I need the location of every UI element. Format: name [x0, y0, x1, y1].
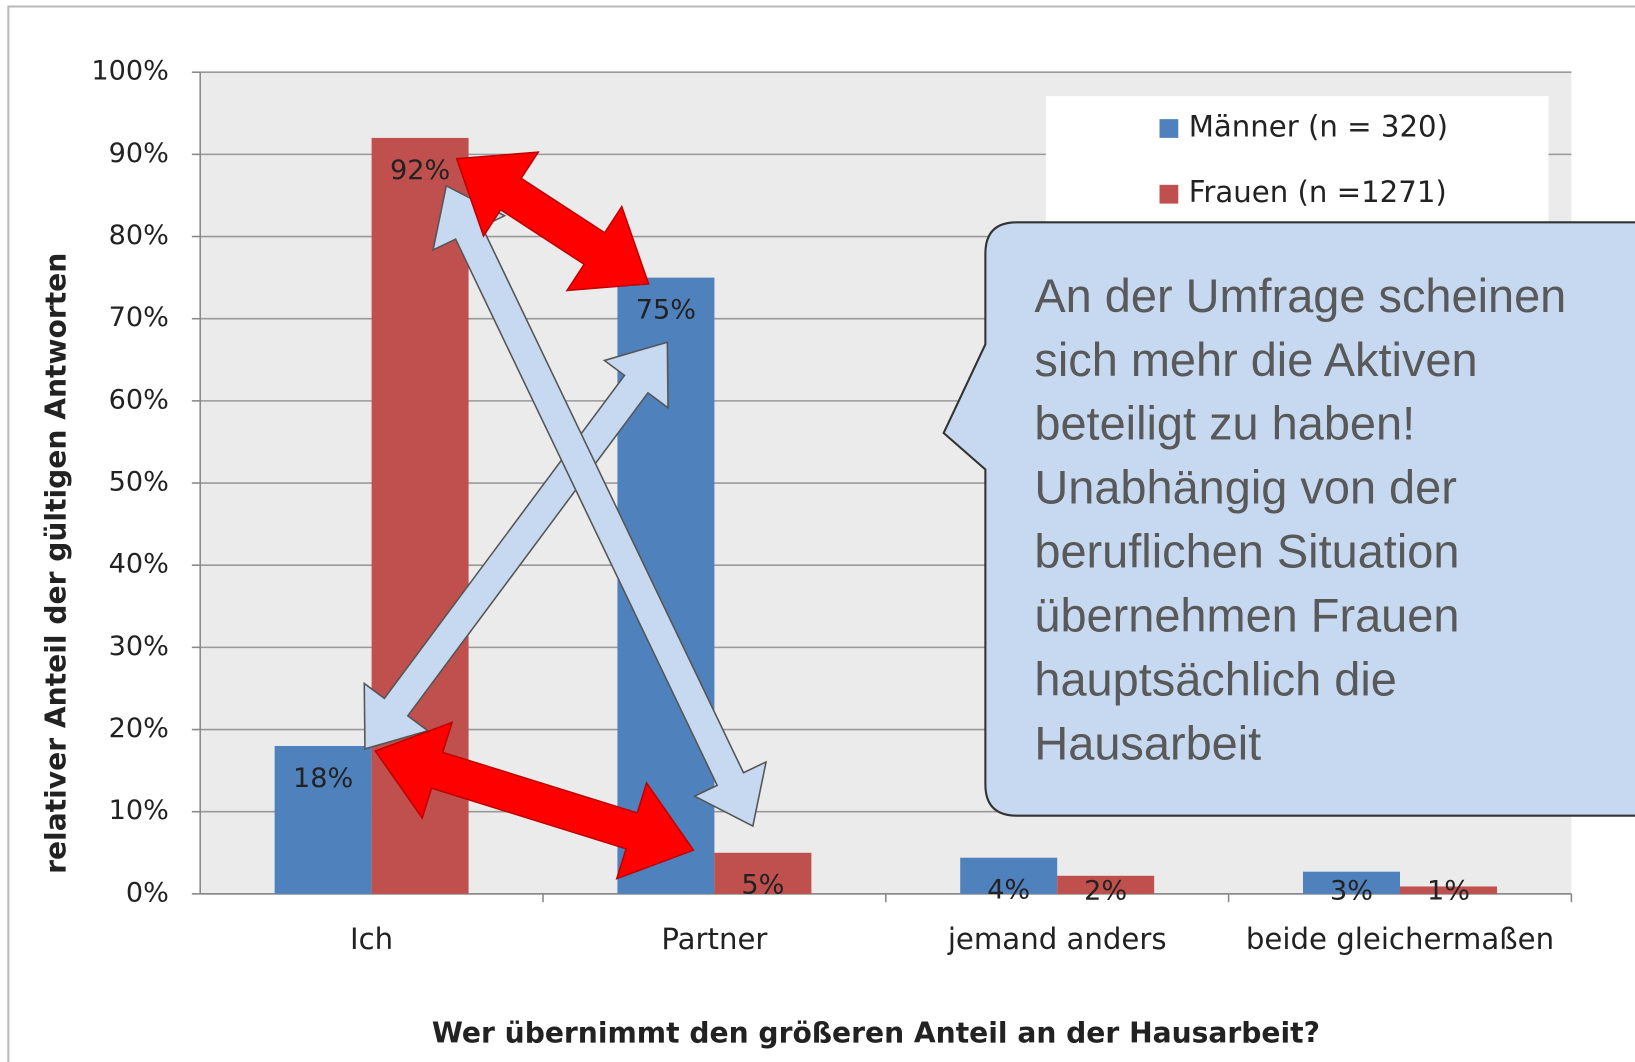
annotation-line: beruflichen Situation	[1034, 526, 1459, 578]
annotation-line: übernehmen Frauen	[1034, 590, 1459, 642]
annotation-line: An der Umfrage scheinen	[1034, 270, 1566, 322]
bar	[714, 852, 812, 894]
value-label: 2%	[1084, 875, 1127, 906]
y-tick-label: 20%	[109, 713, 169, 744]
legend-swatch	[1159, 119, 1179, 138]
value-label: 5%	[741, 870, 784, 901]
bar	[960, 857, 1058, 894]
y-tick-label: 60%	[109, 384, 169, 415]
bar	[1399, 886, 1497, 894]
value-label: 18%	[293, 763, 353, 794]
x-tick-label: Ich	[350, 922, 393, 956]
annotation-line: beteiligt zu haben!	[1034, 398, 1415, 450]
y-tick-label: 50%	[109, 467, 169, 498]
y-axis-title: relativer Anteil der gültigen Antworten	[39, 253, 72, 874]
value-label: 4%	[987, 875, 1030, 906]
y-tick-label: 70%	[109, 302, 169, 333]
arrow	[455, 151, 650, 292]
annotation-line: Unabhängig von der	[1034, 462, 1456, 514]
annotation-line: Hausarbeit	[1034, 717, 1261, 769]
y-tick-label: 0%	[126, 877, 169, 908]
legend-label: Männer (n = 320)	[1189, 110, 1448, 144]
value-label: 3%	[1330, 875, 1373, 906]
value-label: 1%	[1427, 875, 1470, 906]
y-tick-label: 90%	[109, 138, 169, 169]
legend-box	[1045, 96, 1549, 232]
arrow	[374, 721, 695, 880]
y-tick-label: 30%	[109, 631, 169, 662]
arrow	[363, 341, 669, 750]
x-tick-label: jemand anders	[947, 922, 1167, 956]
legend-label: Frauen (n =1271)	[1189, 175, 1447, 209]
x-tick-label: Partner	[661, 922, 767, 956]
bar	[1057, 875, 1155, 894]
bar	[274, 745, 372, 894]
annotation-line: hauptsächlich die	[1034, 653, 1396, 705]
bar	[1303, 871, 1400, 894]
x-axis-title: Wer übernimmt den größeren Anteil an der…	[432, 1017, 1320, 1050]
y-tick-label: 10%	[109, 795, 169, 826]
y-tick-label: 80%	[109, 220, 169, 251]
legend-swatch	[1159, 184, 1179, 204]
value-label: 75%	[636, 294, 696, 325]
x-tick-label: beide gleichermaßen	[1246, 922, 1554, 956]
callout	[942, 221, 1635, 817]
y-tick-label: 100%	[91, 56, 169, 87]
y-tick-label: 40%	[109, 549, 169, 580]
annotation-line: sich mehr die Aktiven	[1034, 334, 1477, 386]
value-label: 92%	[390, 155, 450, 186]
